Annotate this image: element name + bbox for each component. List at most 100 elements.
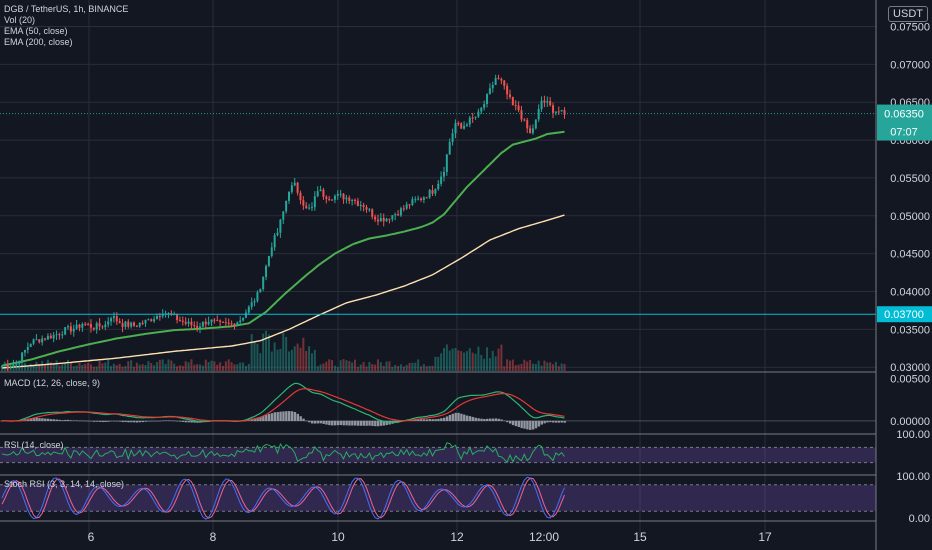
macd-histogram-bar: [184, 420, 188, 423]
volume-legend[interactable]: Vol (20): [4, 15, 36, 25]
last-price-label-bg[interactable]: [877, 104, 932, 141]
macd-histogram-bar: [557, 420, 561, 423]
candle-body: [431, 190, 434, 194]
volume-bar: [290, 349, 293, 371]
candle-body: [153, 319, 156, 322]
candle-body: [207, 321, 210, 325]
volume-bar: [448, 350, 451, 371]
macd-histogram-bar: [362, 420, 366, 426]
macd-histogram-bar: [488, 418, 492, 421]
volume-bar: [256, 343, 259, 371]
stoch-rsi-title[interactable]: Stoch RSI (3, 3, 14, 14, close): [4, 479, 125, 489]
volume-bar: [46, 359, 49, 371]
macd-histogram-bar: [483, 419, 486, 421]
candle-body: [58, 334, 61, 336]
rsi-title[interactable]: RSI (14, close): [4, 440, 64, 450]
volume-bar: [44, 364, 47, 371]
macd-histogram-bar: [351, 420, 354, 426]
price-axis-tick: 0.05500: [890, 173, 930, 185]
volume-bar: [494, 356, 497, 371]
macd-histogram-bar: [87, 420, 90, 422]
ema-200-legend[interactable]: EMA (200, close): [4, 37, 73, 47]
macd-histogram-bar: [61, 420, 64, 421]
volume-bar: [460, 351, 463, 371]
volume-bar: [313, 349, 316, 371]
volume-bar: [540, 365, 543, 371]
macd-histogram-bar: [420, 419, 423, 421]
volume-bar: [434, 356, 437, 371]
candle-body: [3, 364, 6, 366]
volume-bar: [282, 332, 285, 371]
volume-bar: [253, 341, 256, 371]
macd-histogram-bar: [147, 420, 150, 422]
candle-body: [362, 205, 365, 208]
candle-body: [107, 321, 110, 325]
volume-bar: [265, 330, 268, 371]
macd-histogram-bar: [322, 420, 325, 424]
symbol-title[interactable]: DGB / TetherUS, 1h, BINANCE: [4, 4, 129, 14]
volume-bar: [270, 351, 273, 371]
candle-body: [483, 104, 486, 108]
volume-bar: [483, 358, 486, 371]
volume-bar: [486, 347, 489, 371]
time-axis-label: 15: [633, 530, 647, 544]
macd-histogram-bar: [170, 420, 173, 422]
candle-body: [35, 339, 38, 341]
candle-body: [101, 326, 104, 328]
volume-bar: [87, 362, 90, 371]
time-axis[interactable]: 6 8 10 12 12:00 15 17: [88, 530, 772, 544]
horizontal-line-label-bg[interactable]: [877, 306, 932, 323]
currency-button[interactable]: USDT: [888, 6, 928, 22]
candles: [1, 74, 566, 372]
candle-body: [38, 339, 41, 343]
candle-body: [382, 217, 385, 222]
macd-histogram-bar: [468, 416, 472, 421]
macd-histogram-bar: [560, 420, 564, 423]
candle-body: [299, 192, 302, 201]
candle-body: [233, 323, 236, 326]
macd-histogram-bar: [115, 420, 119, 422]
candle-body: [474, 116, 477, 118]
pane-separators[interactable]: [0, 371, 876, 522]
candle-body: [310, 207, 313, 209]
macd-histogram-bar: [382, 420, 386, 426]
macd-histogram-bar: [356, 420, 360, 426]
time-axis-label: 10: [331, 530, 345, 544]
symbol-legend[interactable]: DGB / TetherUS, 1h, BINANCE Vol (20) EMA…: [4, 4, 128, 48]
volume-bar: [362, 362, 365, 371]
volume-bar: [158, 359, 161, 371]
macd-title[interactable]: MACD (12, 26, close, 9): [4, 378, 101, 388]
ema-50-legend[interactable]: EMA (50, close): [4, 26, 68, 36]
macd-histogram-bar: [463, 414, 466, 421]
candle-body: [359, 205, 362, 207]
macd-histogram-bar: [44, 418, 47, 421]
macd-histogram-bar: [374, 420, 377, 427]
volume-bar: [181, 365, 184, 371]
time-axis-label: 12: [450, 530, 464, 544]
macd-histogram-bar: [425, 419, 429, 421]
candle-body: [531, 128, 534, 133]
volume-bar: [267, 334, 270, 371]
candle-body: [471, 117, 474, 119]
volume-bar: [508, 360, 511, 371]
candle-body: [127, 321, 130, 327]
macd-histogram-bar: [379, 420, 383, 426]
macd-histogram-bar: [265, 415, 268, 421]
candle-body: [374, 216, 377, 220]
candle-body: [503, 80, 506, 86]
candle-body: [199, 326, 202, 328]
volume-bar: [431, 365, 434, 371]
volume-bar: [316, 366, 319, 371]
macd-histogram-bar: [465, 415, 469, 421]
macd-histogram-bar: [451, 413, 454, 421]
macd-histogram-bar: [520, 420, 523, 429]
volume-bar: [440, 353, 443, 371]
macd-histogram-bar: [526, 420, 529, 430]
candle-body: [376, 219, 379, 222]
rsi-axis-tick: 100.00: [896, 429, 930, 441]
candle-body: [158, 316, 161, 318]
macd-histogram-bar: [299, 416, 302, 421]
candle-body: [221, 321, 224, 323]
